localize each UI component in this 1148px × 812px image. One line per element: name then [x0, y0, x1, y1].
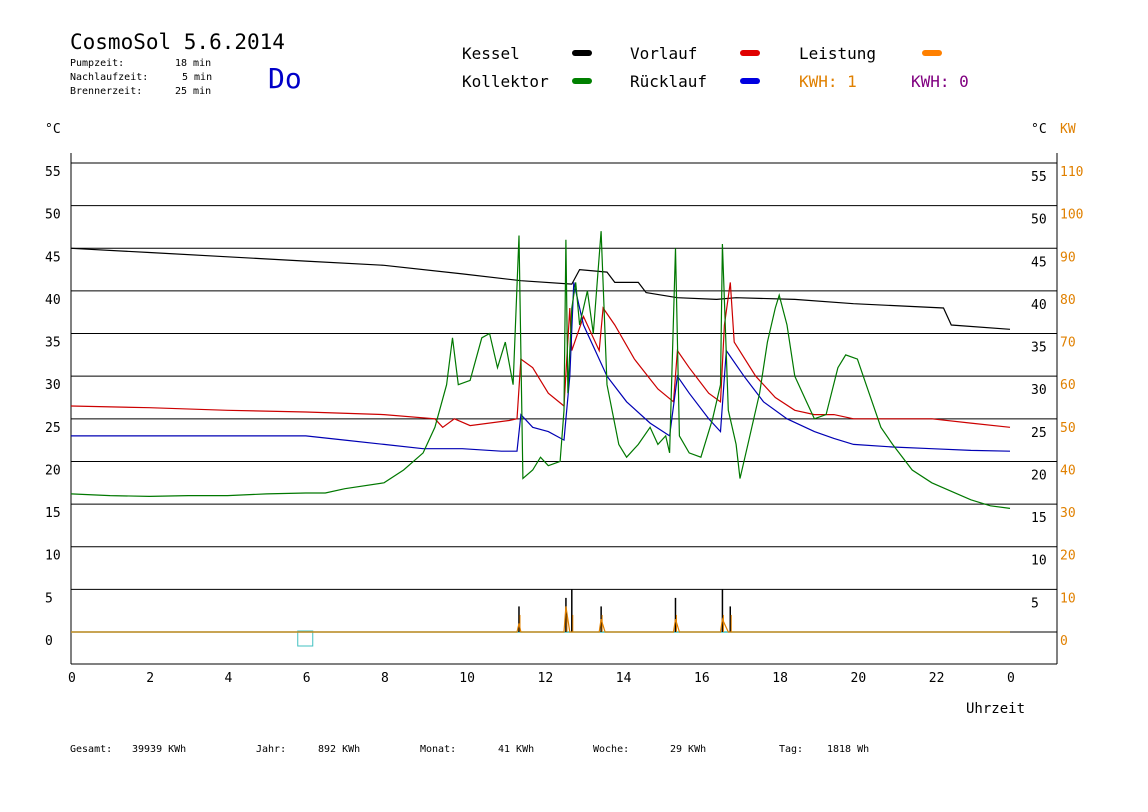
y-tick-left-5: 5: [45, 591, 53, 606]
right-axis-unit: °C: [1031, 122, 1047, 137]
footer-woche-label: Woche:: [593, 744, 630, 755]
y-tick-left-35: 35: [45, 336, 61, 351]
footer-jahr-value: 892 KWh: [318, 744, 361, 755]
footer-gesamt-label: Gesamt:: [70, 744, 113, 755]
y2-tick-50: 50: [1060, 421, 1076, 436]
series-line-vorlauf: [70, 282, 1011, 429]
param-label-nachlaufzeit: Nachlaufzeit:: [70, 72, 149, 83]
x-tick-3: 6: [303, 671, 311, 686]
y2-tick-90: 90: [1060, 250, 1076, 265]
chart-title: CosmoSol 5.6.2014: [70, 30, 285, 54]
y-tick-right-25: 25: [1031, 426, 1047, 441]
legend-swatch-kollektor: [572, 78, 592, 84]
y-tick-right-50: 50: [1031, 213, 1047, 228]
y-tick-left-30: 30: [45, 378, 61, 393]
y2-tick-40: 40: [1060, 463, 1076, 478]
x-tick-11: 22: [929, 671, 945, 686]
param-label-brennerzeit: Brennerzeit:: [70, 86, 143, 97]
y-tick-left-50: 50: [45, 208, 61, 223]
y-tick-right-10: 10: [1031, 554, 1047, 569]
x-tick-9: 18: [772, 671, 788, 686]
y2-tick-80: 80: [1060, 293, 1076, 308]
y2-tick-110: 110: [1060, 165, 1083, 180]
param-value-brennerzeit: 25 min: [175, 86, 212, 97]
legend-label-ruecklauf: Rücklauf: [630, 72, 708, 91]
y-tick-left-25: 25: [45, 421, 61, 436]
series-line-kessel: [70, 247, 1011, 330]
legend-label-vorlauf: Vorlauf: [630, 44, 698, 63]
y-tick-left-40: 40: [45, 293, 61, 308]
x-tick-7: 14: [616, 671, 632, 686]
legend-swatch-kessel: [572, 50, 592, 56]
series-line-kollektor: [70, 231, 1011, 509]
footer-woche-value: 29 KWh: [670, 744, 707, 755]
x-tick-5: 10: [459, 671, 475, 686]
legend-label-leistung: Leistung: [799, 44, 877, 63]
param-value-nachlaufzeit: 5 min: [182, 72, 213, 83]
legend-swatch-leistung: [922, 50, 942, 56]
y-tick-left-15: 15: [45, 506, 61, 521]
x-tick-1: 2: [146, 671, 154, 686]
x-tick-6: 12: [538, 671, 554, 686]
param-value-pumpzeit: 18 min: [175, 58, 212, 69]
y-tick-left-55: 55: [45, 165, 61, 180]
y-tick-left-45: 45: [45, 250, 61, 265]
param-label-pumpzeit: Pumpzeit:: [70, 58, 125, 69]
legend-label-kollektor: Kollektor: [462, 72, 549, 91]
y2-tick-20: 20: [1060, 549, 1076, 564]
legend-kwh1: KWH: 1: [799, 72, 857, 91]
footer-jahr-label: Jahr:: [256, 744, 287, 755]
y-tick-right-20: 20: [1031, 468, 1047, 483]
legend-swatch-ruecklauf: [740, 78, 760, 84]
x-axis-label: Uhrzeit: [966, 701, 1026, 717]
y2-tick-10: 10: [1060, 591, 1076, 606]
y-tick-right-40: 40: [1031, 298, 1047, 313]
series-line-rcklauf: [71, 282, 1011, 452]
x-tick-12: 0: [1007, 671, 1015, 686]
y2-tick-30: 30: [1060, 506, 1076, 521]
y-tick-right-55: 55: [1031, 170, 1047, 185]
x-tick-4: 8: [381, 671, 389, 686]
y-tick-right-5: 5: [1031, 596, 1039, 611]
legend-swatch-vorlauf: [740, 50, 760, 56]
y-tick-right-45: 45: [1031, 255, 1047, 270]
y-tick-left-20: 20: [45, 463, 61, 478]
y-tick-left-10: 10: [45, 549, 61, 564]
y2-tick-70: 70: [1060, 336, 1076, 351]
y2-tick-0: 0: [1060, 634, 1068, 649]
footer-gesamt-value: 39939 KWh: [132, 744, 187, 755]
y2-tick-100: 100: [1060, 208, 1083, 223]
x-tick-0: 0: [68, 671, 76, 686]
left-axis-unit: °C: [45, 122, 61, 137]
legend-label-kessel: Kessel: [462, 44, 520, 63]
footer-monat-label: Monat:: [420, 744, 457, 755]
legend-kwh0: KWH: 0: [911, 72, 969, 91]
right-axis-unit-kw: KW: [1060, 122, 1076, 137]
baseline-marker: [297, 630, 314, 647]
y-tick-right-30: 30: [1031, 383, 1047, 398]
y-tick-left-0: 0: [45, 634, 53, 649]
footer-tag-value: 1818 Wh: [827, 744, 870, 755]
series-line-leistung: [71, 606, 1010, 633]
footer-monat-value: 41 KWh: [498, 744, 535, 755]
y-tick-right-35: 35: [1031, 341, 1047, 356]
y2-tick-60: 60: [1060, 378, 1076, 393]
x-tick-10: 20: [851, 671, 867, 686]
x-tick-2: 4: [225, 671, 233, 686]
weekday-label: Do: [268, 62, 302, 95]
x-tick-8: 16: [694, 671, 710, 686]
footer-tag-label: Tag:: [779, 744, 804, 755]
y-tick-right-15: 15: [1031, 511, 1047, 526]
